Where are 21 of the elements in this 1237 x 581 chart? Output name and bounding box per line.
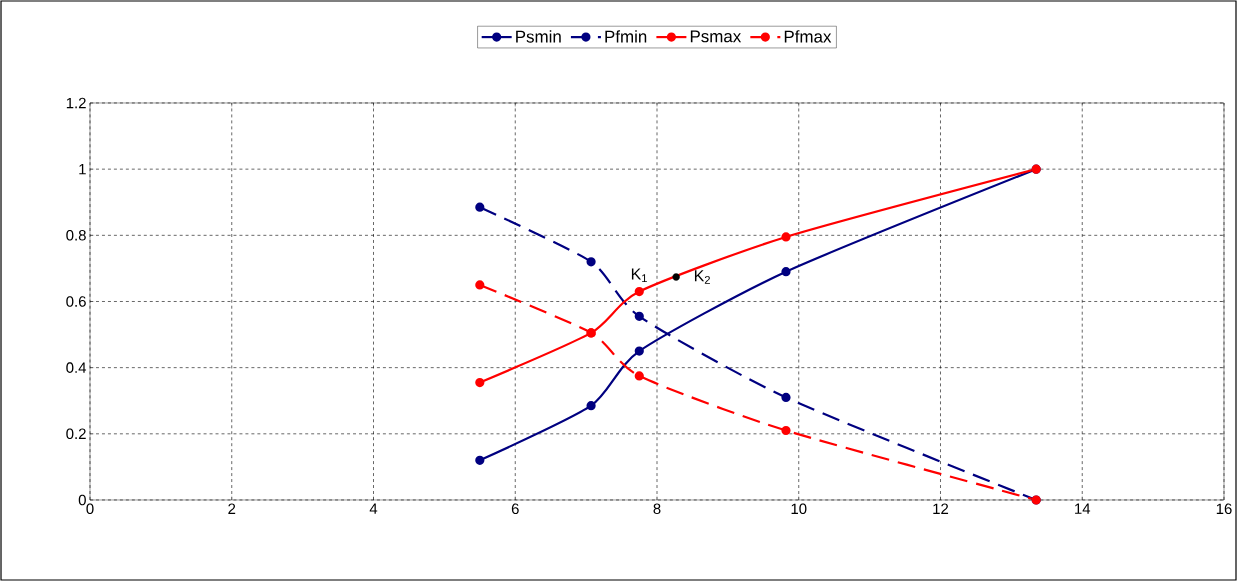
y-tick-label: 0.8 — [66, 230, 86, 241]
y-tick-label: 0.4 — [66, 362, 87, 373]
x-tick-label: 4 — [369, 503, 378, 514]
legend-label: Pfmin — [605, 30, 647, 43]
x-tick-label: 10 — [791, 503, 807, 515]
x-tick-label: 6 — [511, 503, 519, 515]
x-tick-label: 14 — [1075, 503, 1091, 514]
legend-label: Pfmax — [784, 30, 832, 43]
x-tick-label: 8 — [653, 503, 661, 515]
y-tick-label: 0 — [78, 494, 86, 506]
y-tick-label: 0.2 — [66, 428, 86, 440]
y-tick-label: 0.6 — [66, 296, 86, 307]
annotation: K$_{1}$ — [631, 268, 647, 283]
x-tick-label: 2 — [228, 503, 236, 514]
legend-label: Psmin — [516, 30, 561, 43]
y-tick-label: 1 — [79, 164, 86, 175]
x-tick-label: 12 — [933, 503, 949, 514]
x-tick-label: 16 — [1216, 503, 1232, 515]
annotation: K$_{2}$ — [694, 270, 710, 284]
y-tick-label: 1.2 — [66, 97, 86, 109]
legend-label: Psmax — [690, 30, 742, 43]
